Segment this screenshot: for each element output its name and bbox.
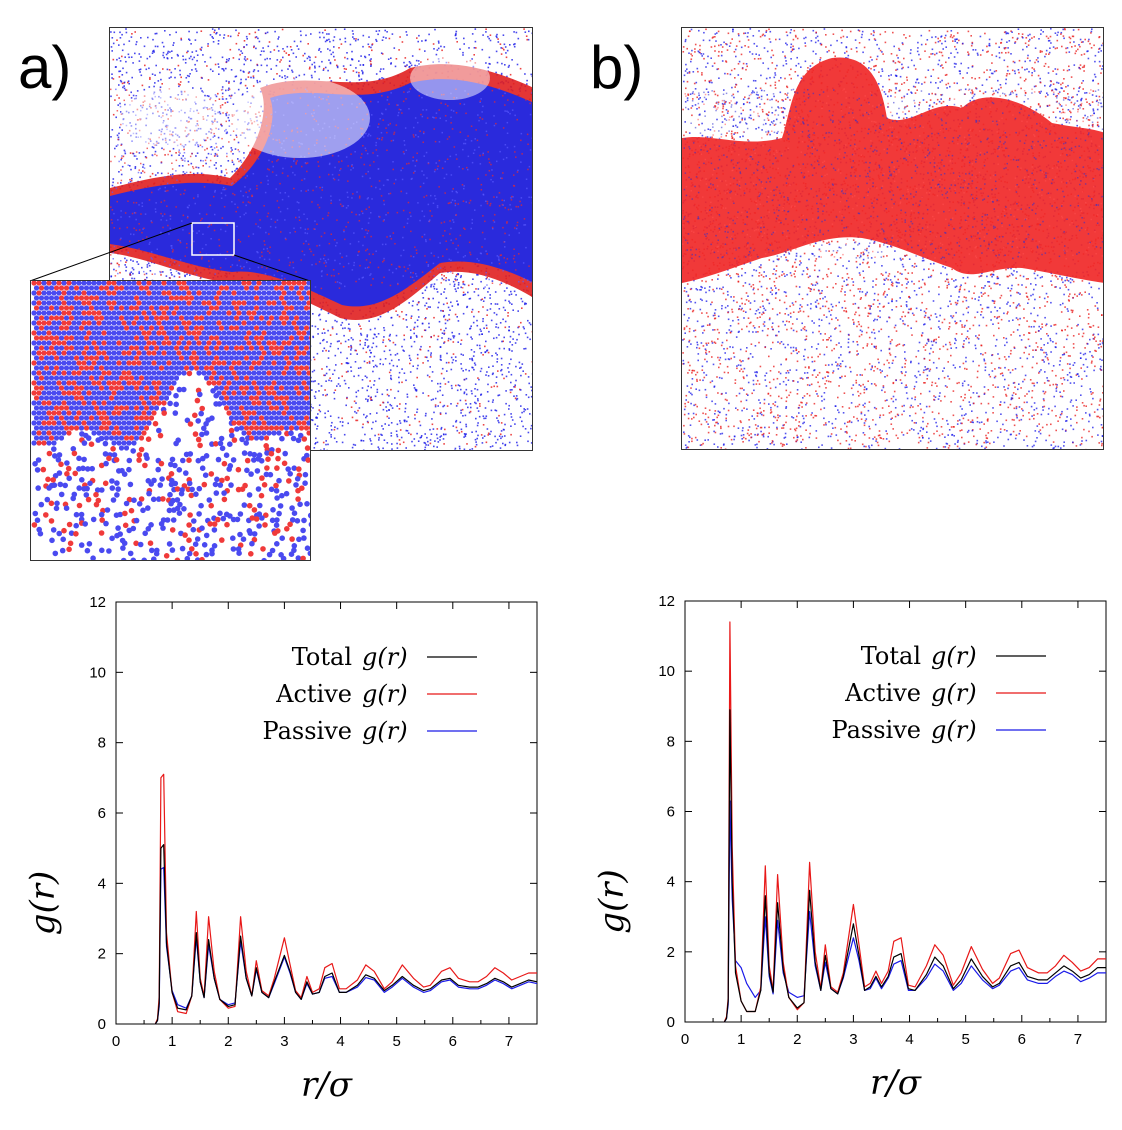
x-axis-label: r/σ <box>301 1065 353 1105</box>
plot-frame <box>115 601 538 1025</box>
legend-math: g(r) <box>931 642 977 670</box>
x-tick-label: 2 <box>224 1033 232 1050</box>
inset-particle-field <box>31 281 310 560</box>
y-tick-label: 4 <box>98 875 106 892</box>
x-tick-label: 1 <box>737 1031 745 1048</box>
x-tick-label: 0 <box>112 1033 120 1050</box>
y-axis-label: g(r) <box>23 871 63 936</box>
dilute-region <box>410 56 490 100</box>
plot-frame <box>684 600 1107 1023</box>
x-tick-label: 4 <box>336 1033 344 1050</box>
y-tick-label: 0 <box>667 1014 675 1031</box>
legend-math: g(r) <box>362 643 408 671</box>
legend-math: g(r) <box>931 679 977 707</box>
y-tick-label: 8 <box>667 733 675 750</box>
legend-label: Total <box>292 643 352 671</box>
x-tick-label: 0 <box>681 1031 689 1048</box>
y-tick-label: 8 <box>98 735 106 752</box>
cluster-texture <box>682 88 1103 260</box>
inset-particles <box>31 281 310 560</box>
x-tick-label: 3 <box>849 1031 857 1048</box>
series-line-active <box>723 621 1106 1023</box>
panel-label-a: a) <box>18 34 72 101</box>
series-line-active <box>154 773 537 1025</box>
y-tick-label: 2 <box>98 946 106 963</box>
legend-math: g(r) <box>931 716 977 744</box>
zoom-inset <box>30 280 311 561</box>
x-tick-label: 4 <box>905 1031 913 1048</box>
series-line-passive <box>723 800 1106 1023</box>
y-axis-label: g(r) <box>592 869 632 934</box>
y-tick-label: 4 <box>667 874 675 891</box>
legend-label: Total <box>861 642 921 670</box>
legend-label: Active <box>275 680 352 708</box>
dilute-region <box>120 88 220 148</box>
y-tick-label: 2 <box>667 944 675 961</box>
panel-label-b: b) <box>590 34 644 101</box>
x-tick-label: 7 <box>1074 1031 1082 1048</box>
y-tick-label: 6 <box>98 805 106 822</box>
y-tick-label: 12 <box>89 594 106 611</box>
series-line-total <box>154 844 538 1025</box>
legend-label: Passive <box>263 717 352 745</box>
x-tick-label: 1 <box>168 1033 176 1050</box>
x-tick-label: 2 <box>793 1031 801 1048</box>
x-tick-label: 6 <box>449 1033 457 1050</box>
x-tick-label: 6 <box>1018 1031 1026 1048</box>
dilute-region <box>230 78 370 158</box>
y-tick-label: 6 <box>667 804 675 821</box>
x-tick-label: 5 <box>961 1031 969 1048</box>
x-tick-label: 5 <box>392 1033 400 1050</box>
x-tick-label: 7 <box>505 1033 513 1050</box>
y-tick-label: 10 <box>89 664 106 681</box>
simulation-particles-b <box>682 28 1103 449</box>
legend-math: g(r) <box>362 680 408 708</box>
simulation-snapshot-b <box>681 27 1104 450</box>
y-tick-label: 0 <box>98 1016 106 1033</box>
series-line-passive <box>154 866 538 1025</box>
legend-label: Active <box>844 679 921 707</box>
x-axis-label: r/σ <box>870 1063 922 1103</box>
x-tick-label: 3 <box>280 1033 288 1050</box>
cluster-band <box>682 57 1103 283</box>
legend-math: g(r) <box>362 717 408 745</box>
y-tick-label: 10 <box>658 663 675 680</box>
legend-label: Passive <box>832 716 921 744</box>
series-line-total <box>723 709 1106 1023</box>
y-tick-label: 12 <box>658 593 675 610</box>
